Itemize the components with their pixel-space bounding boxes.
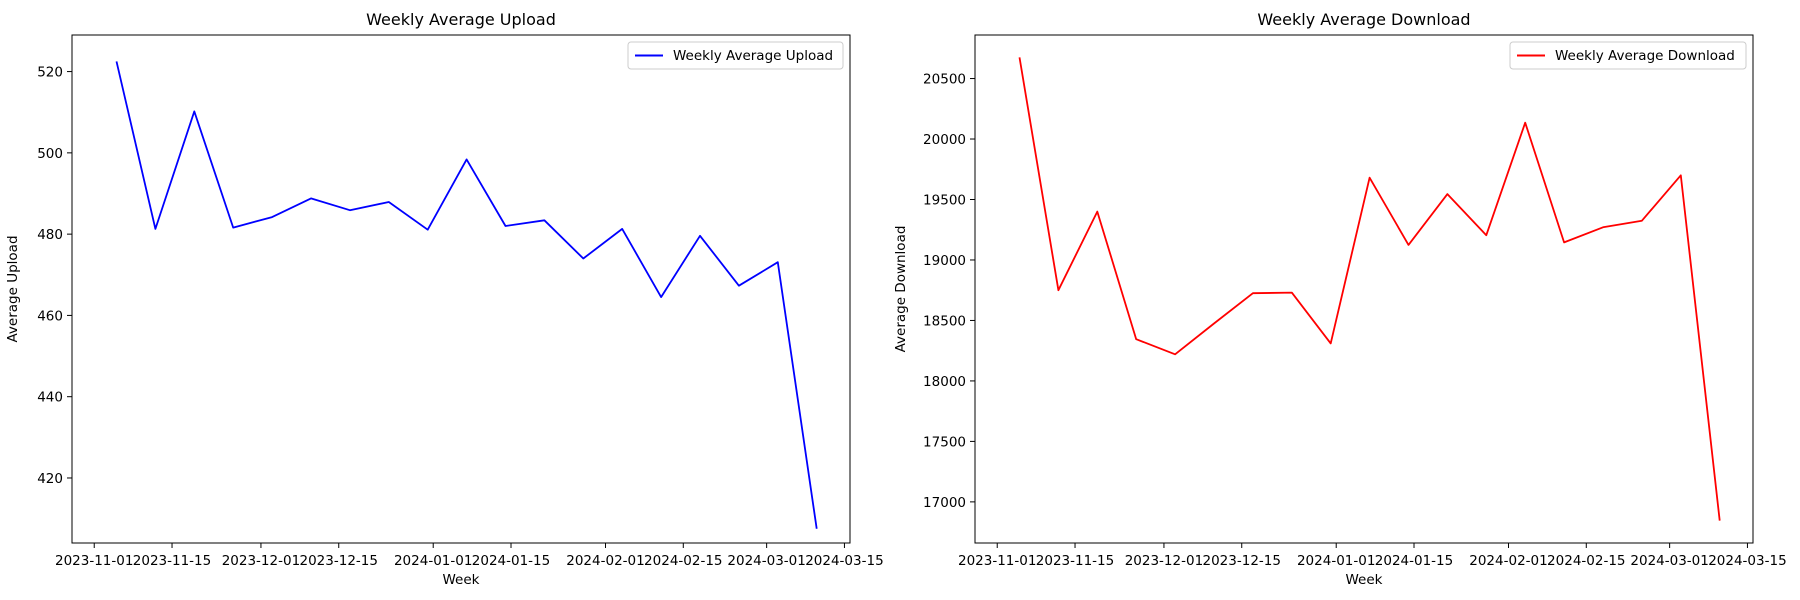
- x-tick-label: 2023-11-15: [133, 553, 211, 569]
- y-tick-label: 18000: [923, 374, 966, 390]
- data-point: [620, 227, 624, 231]
- y-tick-label: 19500: [923, 192, 966, 208]
- legend-box: [1509, 41, 1747, 70]
- data-point: [1056, 288, 1060, 292]
- x-tick-label: 2024-03-01: [1630, 553, 1708, 569]
- data-point: [815, 527, 819, 531]
- x-tick-label: 2023-12-01: [1125, 553, 1203, 569]
- data-point: [1484, 233, 1488, 237]
- data-point: [737, 284, 741, 288]
- x-tick-label: 2023-12-15: [300, 553, 378, 569]
- data-point: [1173, 352, 1177, 356]
- data-point: [1212, 321, 1216, 325]
- data-point: [1368, 176, 1372, 180]
- y-axis-label: Average Download: [893, 226, 909, 353]
- plot-area: [974, 34, 1754, 544]
- data-point: [1290, 291, 1294, 295]
- data-point: [1406, 243, 1410, 247]
- legend: Weekly Average Download: [1509, 41, 1747, 70]
- x-tick-label: 2023-11-15: [1036, 553, 1114, 569]
- x-tick-label: 2024-02-01: [1469, 553, 1547, 569]
- x-tick-label: 2023-12-15: [1203, 553, 1281, 569]
- data-point: [114, 59, 118, 63]
- x-tick-label: 2024-01-15: [472, 553, 550, 569]
- y-tick-label: 19000: [923, 253, 966, 269]
- data-point: [698, 234, 702, 238]
- data-point: [1329, 341, 1333, 345]
- chart-1: Weekly Average Upload 2023-11-01 2023-11-1…: [5, 10, 884, 588]
- data-point: [1017, 55, 1021, 59]
- y-tick-label: 460: [37, 308, 63, 324]
- y-tick-label: 17500: [923, 434, 966, 450]
- x-tick-label: 2024-02-15: [1547, 553, 1625, 569]
- data-point: [542, 218, 546, 222]
- x-tick-label: 2024-03-01: [727, 553, 805, 569]
- y-tick-label: 20500: [923, 72, 966, 88]
- x-tick-label: 2023-11-01: [958, 553, 1036, 569]
- x-tick-label: 2024-01-15: [1375, 553, 1453, 569]
- x-tick-label: 2023-11-01: [55, 553, 133, 569]
- data-point: [1718, 519, 1722, 523]
- data-point: [581, 257, 585, 261]
- y-axis-label: Average Upload: [5, 235, 21, 342]
- y-tick-label: 480: [37, 227, 63, 243]
- y-tick-label: 520: [37, 65, 63, 81]
- data-point: [1562, 240, 1566, 244]
- y-tick-label: 20000: [923, 132, 966, 148]
- data-point: [1601, 225, 1605, 229]
- x-tick-label: 2024-01-01: [394, 553, 472, 569]
- data-point: [1679, 173, 1683, 177]
- y-tick-label: 18500: [923, 313, 966, 329]
- legend-box: [627, 41, 844, 70]
- x-tick-label: 2024-01-01: [1297, 553, 1375, 569]
- chart-title: Weekly Average Download: [1257, 10, 1470, 29]
- y-tick-label: 440: [37, 390, 63, 406]
- data-point: [192, 109, 196, 113]
- series-line: [1018, 57, 1721, 521]
- x-tick-label: 2024-03-15: [1708, 553, 1786, 569]
- x-tick-label: 2024-03-15: [805, 553, 883, 569]
- y-tick-label: 420: [37, 471, 63, 487]
- data-point: [1523, 121, 1527, 125]
- data-point: [348, 208, 352, 212]
- legend-label: Weekly Average Upload: [673, 48, 833, 64]
- chart-title: Weekly Average Upload: [366, 10, 556, 29]
- x-tick-label: 2023-12-01: [222, 553, 300, 569]
- chart-2: Weekly Average Download 2023-11-01 2023-11…: [893, 10, 1787, 588]
- data-point: [503, 224, 507, 228]
- x-tick-label: 2024-02-01: [566, 553, 644, 569]
- data-point: [465, 157, 469, 161]
- data-point: [1251, 291, 1255, 295]
- data-point: [1134, 337, 1138, 341]
- x-axis-label: Week: [443, 572, 480, 588]
- y-tick-label: 17000: [923, 495, 966, 511]
- x-axis-label: Week: [1346, 572, 1383, 588]
- data-point: [1095, 210, 1099, 214]
- data-point: [659, 295, 663, 299]
- data-point: [231, 226, 235, 230]
- legend: Weekly Average Upload: [627, 41, 844, 70]
- legend-label: Weekly Average Download: [1555, 48, 1735, 64]
- series-line: [115, 61, 818, 529]
- data-point: [776, 260, 780, 264]
- x-tick-label: 2024-02-15: [644, 553, 722, 569]
- data-point: [309, 196, 313, 200]
- data-point: [270, 215, 274, 219]
- data-point: [1640, 219, 1644, 223]
- plot-area: [71, 34, 851, 544]
- data-point: [426, 228, 430, 232]
- data-point: [1445, 192, 1449, 196]
- data-point: [387, 200, 391, 204]
- y-tick-label: 500: [37, 146, 63, 162]
- data-point: [153, 227, 157, 231]
